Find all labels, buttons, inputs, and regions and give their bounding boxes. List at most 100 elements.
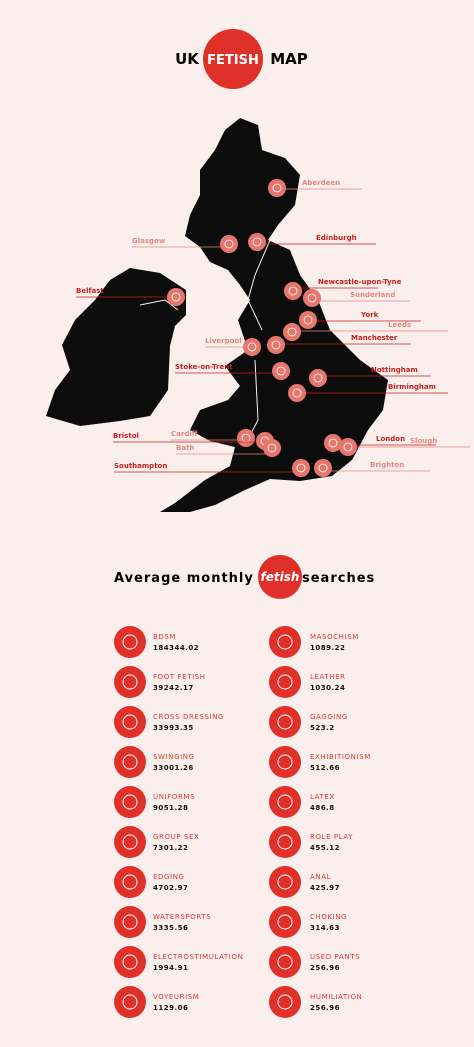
city-icon	[252, 237, 262, 247]
item-icon	[277, 634, 293, 650]
city-label: Southampton	[114, 462, 167, 470]
item-value: 512.66	[310, 764, 340, 772]
city-marker	[268, 179, 286, 197]
city-label: Edinburgh	[316, 234, 357, 242]
city-marker	[292, 459, 310, 477]
city-icon	[313, 373, 323, 383]
item-badge	[114, 666, 146, 698]
item-name: LATEX	[310, 793, 335, 801]
item-name: ROLE PLAY	[310, 833, 353, 841]
item-name: HUMILIATION	[310, 993, 362, 1001]
item-icon	[122, 754, 138, 770]
item-value: 7301.22	[153, 844, 188, 852]
item-icon	[277, 914, 293, 930]
city-label: Birmingham	[388, 383, 436, 391]
item-name: BDSM	[153, 633, 176, 641]
item-name: EDGING	[153, 873, 185, 881]
title-highlight: FETISH	[207, 53, 259, 68]
item-icon	[122, 994, 138, 1010]
item-icon	[277, 954, 293, 970]
item-icon	[122, 674, 138, 690]
city-marker	[167, 288, 185, 306]
item-badge	[269, 706, 301, 738]
city-label: Bath	[176, 444, 194, 452]
city-icon	[296, 463, 306, 473]
item-value: 1089.22	[310, 644, 345, 652]
city-marker	[272, 362, 290, 380]
item-name: VOYEURISM	[153, 993, 199, 1001]
item-icon	[277, 794, 293, 810]
item-name: ANAL	[310, 873, 331, 881]
title-left: UK	[175, 50, 200, 68]
city-marker	[283, 323, 301, 341]
city-icon	[292, 388, 302, 398]
city-icon	[224, 239, 234, 249]
item-icon	[277, 834, 293, 850]
city-marker	[263, 439, 281, 457]
city-label: Aberdeen	[302, 179, 340, 187]
item-value: 4702.97	[153, 884, 188, 892]
title-right: MAP	[270, 50, 308, 68]
city-label: Glasgow	[132, 237, 166, 245]
item-icon	[277, 754, 293, 770]
city-label: Stoke-on-Trent	[175, 363, 233, 371]
item-name: GROUP SEX	[153, 833, 199, 841]
great-britain	[160, 118, 388, 512]
item-badge	[114, 706, 146, 738]
item-value: 486.8	[310, 804, 335, 812]
item-value: 3335.56	[153, 924, 188, 932]
city-marker	[243, 338, 261, 356]
item-value: 1030.24	[310, 684, 345, 692]
item-badge	[114, 826, 146, 858]
city-icon	[318, 463, 328, 473]
city-marker	[284, 282, 302, 300]
item-name: USED PANTS	[310, 953, 360, 961]
item-icon	[277, 994, 293, 1010]
item-icon	[277, 714, 293, 730]
city-icon	[303, 315, 313, 325]
city-marker	[299, 311, 317, 329]
city-icon	[343, 442, 353, 452]
item-badge	[269, 866, 301, 898]
item-value: 1129.06	[153, 1004, 188, 1012]
item-badge	[114, 946, 146, 978]
ireland	[46, 268, 186, 426]
city-icon	[307, 293, 317, 303]
city-label: York	[360, 311, 379, 319]
city-icon	[287, 327, 297, 337]
item-name: CROSS DRESSING	[153, 713, 224, 721]
item-badge	[114, 746, 146, 778]
item-value: 314.63	[310, 924, 340, 932]
item-icon	[122, 954, 138, 970]
city-label: Newcastle-upon-Tyne	[318, 278, 402, 286]
item-name: FOOT FETISH	[153, 673, 206, 681]
city-icon	[276, 366, 286, 376]
city-icon	[271, 340, 281, 350]
item-name: WATERSPORTS	[153, 913, 211, 921]
city-marker	[309, 369, 327, 387]
city-marker	[303, 289, 321, 307]
city-marker	[288, 384, 306, 402]
city-label: Nottingham	[371, 366, 418, 374]
city-marker	[314, 459, 332, 477]
item-name: UNIFORMS	[153, 793, 195, 801]
city-marker	[220, 235, 238, 253]
subtitle-highlight: fetish	[261, 570, 300, 584]
item-value: 1994.91	[153, 964, 188, 972]
subtitle-badge	[258, 555, 302, 599]
item-value: 256.96	[310, 1004, 340, 1012]
item-badge	[114, 786, 146, 818]
item-name: CHOKING	[310, 913, 347, 921]
item-badge	[269, 626, 301, 658]
item-value: 425.97	[310, 884, 340, 892]
city-label: Sunderland	[350, 291, 395, 299]
item-name: SWINGING	[153, 753, 195, 761]
item-name: GAGGING	[310, 713, 348, 721]
city-label: Liverpool	[205, 337, 242, 345]
item-badge	[114, 986, 146, 1018]
item-icon	[122, 714, 138, 730]
city-label: Slough	[410, 437, 437, 445]
city-icon	[272, 183, 282, 193]
item-value: 39242.17	[153, 684, 194, 692]
item-value: 256.96	[310, 964, 340, 972]
